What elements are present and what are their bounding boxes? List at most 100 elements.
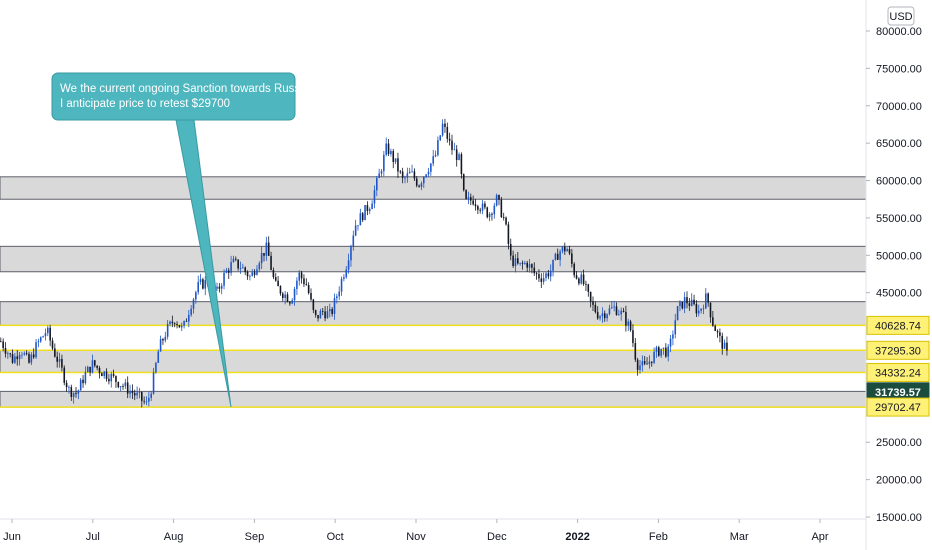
candle xyxy=(653,347,655,365)
candle xyxy=(660,348,662,359)
candle xyxy=(98,365,101,379)
candle xyxy=(274,273,277,282)
candle xyxy=(117,381,120,389)
candle xyxy=(150,391,152,401)
candle xyxy=(124,378,127,390)
candlestick-series xyxy=(0,118,728,408)
candle xyxy=(665,343,667,358)
candle xyxy=(190,305,192,317)
price-axis-labels: 40628.74 37295.30 34332.24 31739.57 29702.47 xyxy=(866,315,930,417)
candle xyxy=(333,293,336,320)
candle xyxy=(679,300,681,312)
candle xyxy=(451,134,453,155)
candle xyxy=(0,337,2,343)
candle xyxy=(216,282,218,291)
candle xyxy=(690,293,693,307)
candle xyxy=(68,385,70,394)
candle xyxy=(173,322,176,328)
candle xyxy=(533,262,536,276)
candle xyxy=(357,225,359,231)
annotation-line-2: I anticipate price to retest $29700 xyxy=(60,98,230,110)
candle xyxy=(324,306,326,322)
candle xyxy=(310,288,312,301)
candle xyxy=(296,277,298,295)
candle xyxy=(361,211,364,223)
candle xyxy=(721,332,724,355)
candle xyxy=(180,322,183,332)
candle xyxy=(185,318,188,322)
candle xyxy=(350,244,352,267)
key-level-lines xyxy=(0,324,866,408)
candle xyxy=(500,196,503,218)
candle xyxy=(561,246,564,254)
zone-1[interactable] xyxy=(0,245,867,273)
candle xyxy=(477,204,479,215)
candle xyxy=(726,336,728,356)
price-label-text: 31739.57 xyxy=(875,387,921,399)
y-tick-label: 75000.00 xyxy=(876,63,922,75)
candle xyxy=(707,292,709,307)
candle xyxy=(538,269,540,283)
candle xyxy=(505,216,507,226)
current-price-label: 31739.57 xyxy=(866,382,930,402)
candle xyxy=(582,269,585,286)
candle xyxy=(714,324,716,332)
candle xyxy=(592,296,594,312)
candle xyxy=(573,262,575,278)
zone-0[interactable] xyxy=(0,176,867,200)
candle xyxy=(401,167,404,184)
candle xyxy=(63,365,66,386)
candle xyxy=(390,148,392,157)
candle xyxy=(84,366,87,385)
candle xyxy=(559,249,561,267)
candle xyxy=(37,338,40,348)
candle xyxy=(319,308,322,319)
x-tick-label: Sep xyxy=(245,531,265,543)
candle xyxy=(491,212,493,221)
candle xyxy=(458,152,460,161)
candle xyxy=(399,170,402,174)
candle xyxy=(632,324,634,348)
candle xyxy=(578,277,580,286)
candle xyxy=(343,274,345,282)
candle xyxy=(101,372,103,377)
y-tick-label: 70000.00 xyxy=(876,101,922,113)
price-axis[interactable]: 80000.00 75000.00 70000.00 65000.00 60000.00… xyxy=(866,26,922,524)
candle xyxy=(432,149,434,167)
candle xyxy=(601,307,604,323)
candle xyxy=(131,384,134,400)
candle xyxy=(35,339,37,359)
candle xyxy=(519,262,521,266)
candle xyxy=(336,293,338,304)
candle xyxy=(340,276,343,296)
y-tick-label: 45000.00 xyxy=(876,288,922,300)
annotation-callout[interactable]: We the current ongoing Sanction towards … xyxy=(51,72,310,408)
zone-3[interactable] xyxy=(0,349,867,373)
zone-2[interactable] xyxy=(0,301,867,326)
level-price-label: 40628.74 xyxy=(866,315,930,335)
candle xyxy=(267,236,270,257)
candle xyxy=(303,274,305,288)
candle xyxy=(65,380,68,392)
candle xyxy=(514,253,517,273)
price-label-text: 29702.47 xyxy=(875,402,921,414)
candle xyxy=(192,297,195,314)
currency-badge[interactable]: USD xyxy=(887,6,915,26)
candle xyxy=(178,324,181,328)
candle xyxy=(688,297,691,311)
candle xyxy=(70,384,73,401)
candle xyxy=(568,245,571,256)
candle xyxy=(620,307,622,321)
candle xyxy=(606,313,608,322)
y-tick-label: 60000.00 xyxy=(876,176,922,188)
candle xyxy=(521,260,524,270)
candle xyxy=(716,329,719,338)
candle xyxy=(199,273,202,285)
time-axis[interactable]: Jun Jul Aug Sep Oct Nov Dec 2022 Feb Mar Apr xyxy=(3,519,829,543)
x-tick-label: Jun xyxy=(3,531,21,543)
x-tick-label: Jul xyxy=(86,531,100,543)
candle xyxy=(61,354,63,372)
candle xyxy=(455,145,458,167)
candle xyxy=(479,207,481,214)
